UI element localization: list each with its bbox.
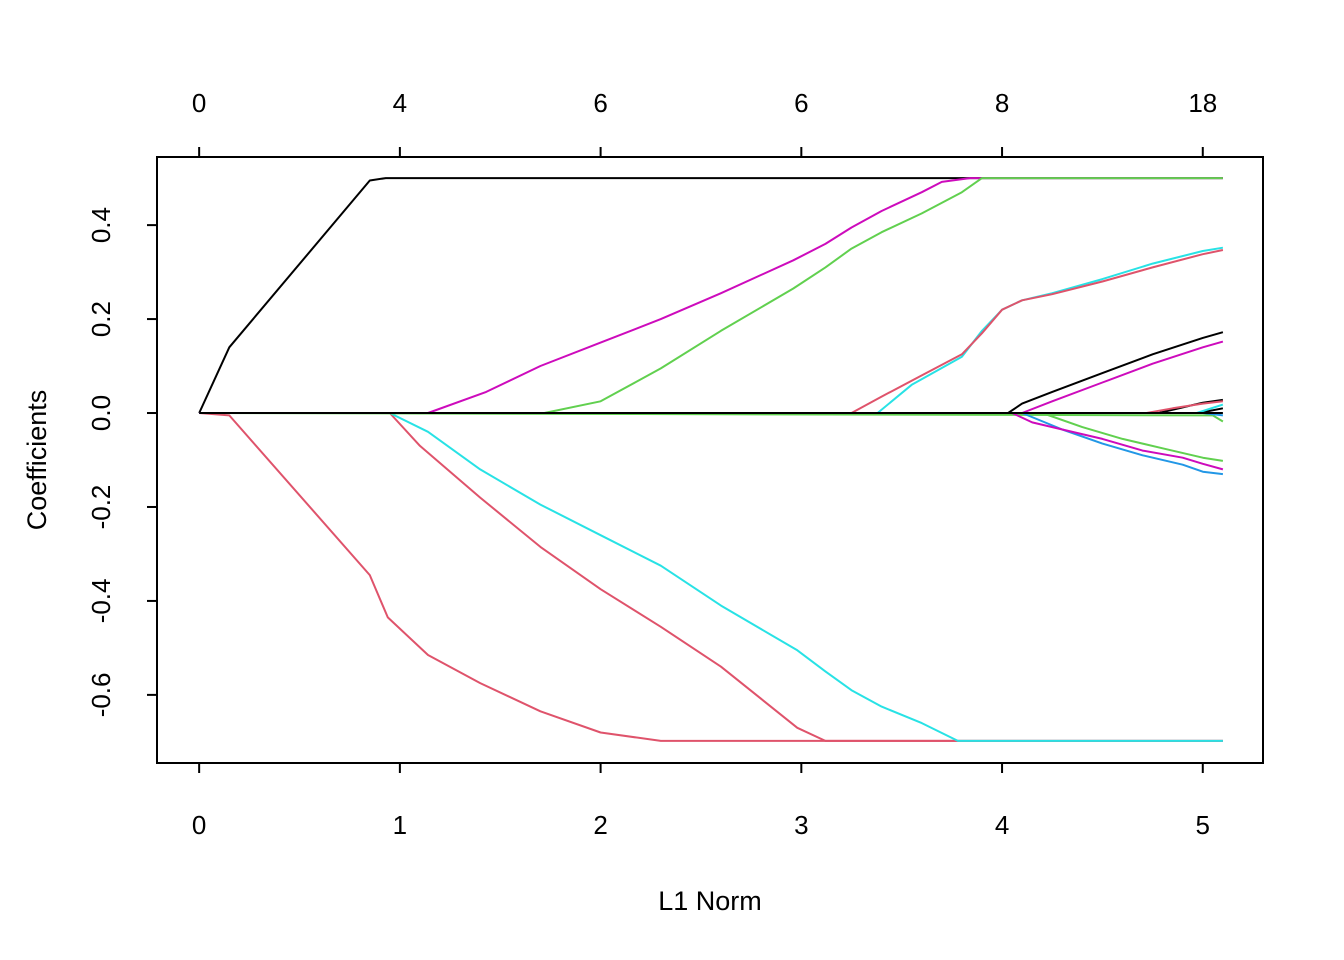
series-line-14 — [199, 403, 1224, 414]
y-axis-title: Coefficients — [22, 390, 52, 531]
series-line-4 — [199, 412, 1223, 742]
series-line-19 — [199, 412, 1224, 471]
top-tick-label: 8 — [995, 88, 1009, 118]
x-tick-label: 2 — [593, 810, 607, 840]
y-tick-label: 0.2 — [86, 301, 116, 337]
series-line-11 — [199, 398, 1224, 414]
series-lines — [198, 177, 1224, 742]
y-axis: -0.6 -0.4 -0.2 0.0 0.2 0.4 — [86, 207, 158, 717]
x-tick-label: 0 — [192, 810, 206, 840]
top-tick-label: 4 — [393, 88, 407, 118]
x-axis-title: L1 Norm — [658, 886, 762, 916]
x-tick-label: 5 — [1196, 810, 1210, 840]
series-line-3 — [199, 412, 1223, 742]
x-tick-label: 4 — [995, 810, 1009, 840]
x-axis-bottom: 0 1 2 3 4 5 — [192, 762, 1210, 840]
plot-frame — [156, 156, 1264, 764]
y-tick-label: -0.2 — [86, 485, 116, 530]
series-line-17 — [199, 412, 1224, 462]
top-tick-label: 0 — [192, 88, 206, 118]
series-line-10 — [199, 340, 1224, 414]
x-axis-top: 0 4 6 6 8 18 — [192, 88, 1217, 158]
y-tick-label: 0.0 — [86, 395, 116, 431]
y-tick-label: -0.6 — [86, 672, 116, 717]
series-line-5 — [199, 177, 1223, 414]
series-line-15 — [199, 412, 1224, 423]
series-line-12 — [199, 400, 1224, 414]
series-line-8 — [199, 249, 1224, 414]
series-line-7 — [199, 246, 1224, 414]
top-tick-label: 6 — [593, 88, 607, 118]
series-line-2 — [199, 412, 1223, 742]
y-tick-label: -0.4 — [86, 578, 116, 623]
series-line-9 — [199, 331, 1224, 414]
series-line-6 — [199, 177, 1223, 414]
x-tick-label: 3 — [794, 810, 808, 840]
y-tick-label: 0.4 — [86, 207, 116, 243]
x-tick-label: 1 — [393, 810, 407, 840]
top-tick-label: 6 — [794, 88, 808, 118]
top-tick-label: 18 — [1188, 88, 1217, 118]
series-line-18 — [199, 412, 1224, 476]
series-line-1 — [198, 177, 1223, 414]
